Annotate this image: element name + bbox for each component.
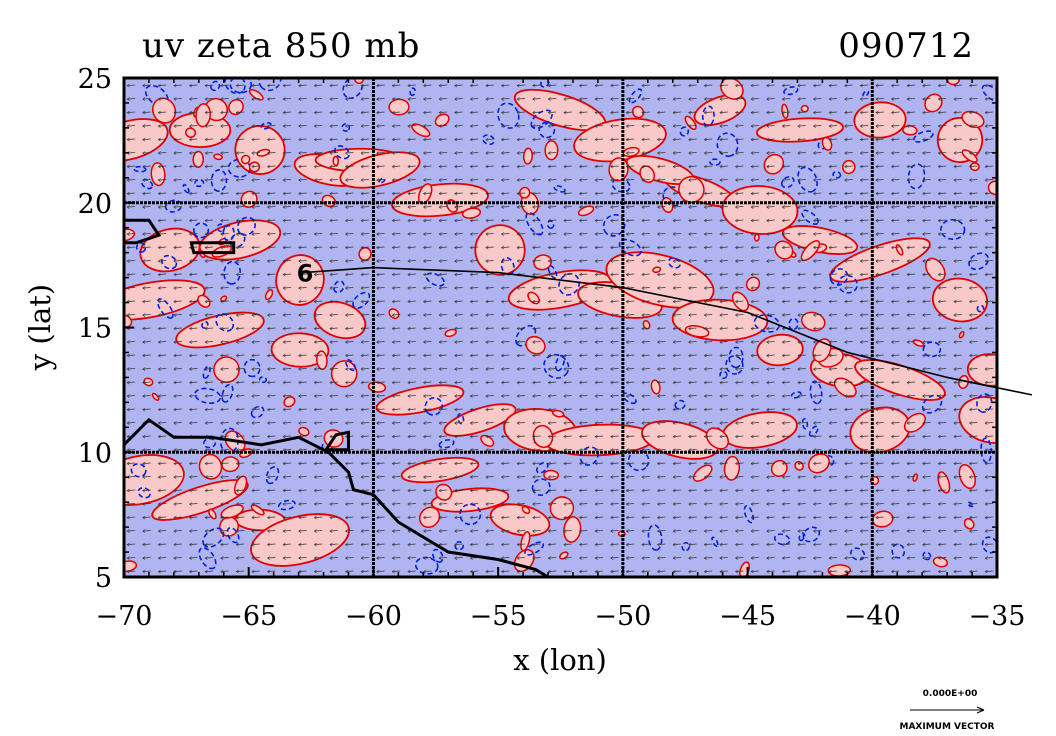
x-tick-label: −40	[844, 601, 901, 632]
storm-symbol-icon: 6	[297, 260, 314, 288]
x-tick-label: −55	[470, 601, 527, 632]
coastlines	[124, 218, 549, 577]
wind-vectors	[124, 78, 997, 577]
x-tick-label: −45	[719, 601, 776, 632]
plot-title: uv zeta 850 mb	[142, 26, 421, 66]
vector-key-caption: MAXIMUM VECTOR	[899, 722, 994, 732]
vector-key: 0.000E+00 MAXIMUM VECTOR	[899, 689, 994, 732]
storm-track-extension	[946, 376, 1033, 396]
y-tick-label: 20	[78, 189, 112, 220]
y-tick-label: 15	[78, 314, 112, 345]
x-axis-ticks: −70 −65 −60 −55 −50 −45 −40 −35	[96, 78, 1026, 632]
y-tick-label: 10	[78, 438, 112, 469]
y-axis-label: y (lat)	[23, 284, 57, 371]
trinidad-outline	[323, 430, 350, 452]
south-america-coastline	[124, 417, 549, 577]
storm-track	[303, 266, 997, 389]
y-tick-label: 25	[78, 64, 112, 95]
date-label: 090712	[838, 26, 974, 66]
y-axis-ticks: 5 10 15 20 25	[78, 64, 997, 594]
hispaniola-coastline	[124, 218, 162, 245]
x-tick-label: −65	[220, 601, 277, 632]
lat-lon-grid	[124, 78, 997, 577]
puerto-rico-outline	[189, 241, 236, 255]
x-tick-label: −70	[96, 601, 153, 632]
x-axis-label: x (lon)	[513, 643, 607, 677]
vector-key-value: 0.000E+00	[923, 689, 978, 699]
x-tick-label: −50	[594, 601, 651, 632]
y-tick-label: 5	[95, 563, 112, 594]
vorticity-field	[124, 78, 997, 577]
x-tick-label: −60	[345, 601, 402, 632]
x-tick-label: −35	[969, 601, 1026, 632]
